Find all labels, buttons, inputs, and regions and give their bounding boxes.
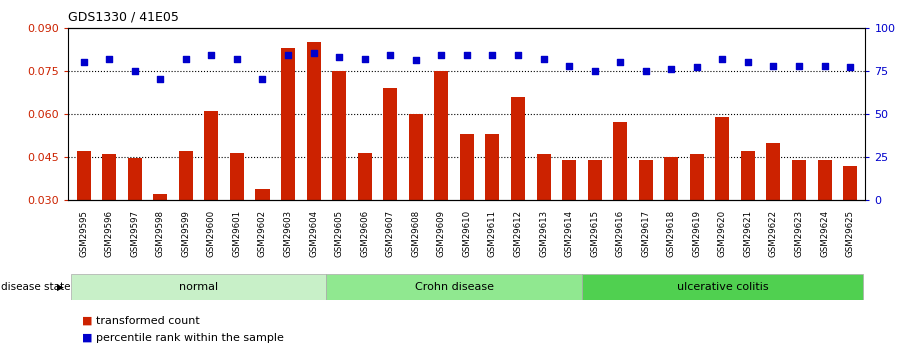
- Point: [230, 56, 244, 61]
- Bar: [588, 160, 601, 200]
- Bar: [179, 151, 193, 200]
- Bar: [792, 160, 806, 200]
- Bar: [766, 142, 781, 200]
- Point: [792, 63, 806, 68]
- Bar: [153, 194, 168, 200]
- Text: ulcerative colitis: ulcerative colitis: [677, 282, 768, 292]
- Bar: [715, 117, 730, 200]
- Text: GDS1330 / 41E05: GDS1330 / 41E05: [68, 10, 179, 23]
- Point: [306, 51, 321, 56]
- Point: [562, 63, 577, 68]
- FancyBboxPatch shape: [71, 274, 326, 300]
- Point: [690, 65, 704, 70]
- Text: normal: normal: [179, 282, 219, 292]
- Bar: [664, 157, 679, 200]
- Text: disease state: disease state: [1, 283, 70, 292]
- Bar: [843, 166, 857, 200]
- Bar: [333, 71, 346, 200]
- Bar: [384, 88, 397, 200]
- Bar: [409, 114, 423, 200]
- Text: Crohn disease: Crohn disease: [415, 282, 494, 292]
- Text: transformed count: transformed count: [96, 316, 200, 326]
- Bar: [358, 152, 372, 200]
- Point: [843, 65, 857, 70]
- Point: [817, 63, 832, 68]
- Point: [486, 52, 500, 58]
- Text: ▶: ▶: [56, 283, 64, 292]
- Bar: [204, 111, 219, 200]
- Point: [255, 77, 270, 82]
- Point: [77, 59, 91, 65]
- Bar: [230, 152, 244, 200]
- Point: [204, 52, 219, 58]
- Point: [179, 56, 193, 61]
- Point: [664, 66, 679, 72]
- Point: [383, 52, 397, 58]
- FancyBboxPatch shape: [326, 274, 582, 300]
- Point: [459, 52, 474, 58]
- Bar: [690, 154, 704, 200]
- Bar: [307, 42, 321, 200]
- Bar: [77, 151, 91, 200]
- Point: [766, 63, 781, 68]
- Bar: [817, 160, 832, 200]
- Point: [128, 68, 142, 73]
- Bar: [102, 154, 117, 200]
- Point: [511, 52, 526, 58]
- Point: [281, 52, 295, 58]
- Text: ■: ■: [82, 316, 93, 326]
- Point: [537, 56, 551, 61]
- Point: [332, 54, 346, 60]
- Point: [613, 59, 628, 65]
- Point: [153, 77, 168, 82]
- Bar: [128, 158, 142, 200]
- Bar: [613, 122, 627, 200]
- Bar: [435, 71, 448, 200]
- Point: [102, 56, 117, 61]
- Bar: [639, 160, 653, 200]
- Bar: [741, 151, 755, 200]
- Point: [715, 56, 730, 61]
- Bar: [511, 97, 525, 200]
- Point: [741, 59, 755, 65]
- Text: percentile rank within the sample: percentile rank within the sample: [96, 333, 283, 343]
- Bar: [562, 160, 576, 200]
- Bar: [255, 189, 270, 200]
- Point: [434, 52, 448, 58]
- Bar: [537, 154, 550, 200]
- Text: ■: ■: [82, 333, 93, 343]
- Point: [588, 68, 602, 73]
- Bar: [486, 134, 499, 200]
- Bar: [460, 134, 474, 200]
- Point: [357, 56, 372, 61]
- Point: [408, 58, 423, 63]
- Point: [639, 68, 653, 73]
- FancyBboxPatch shape: [582, 274, 863, 300]
- Bar: [281, 48, 295, 200]
